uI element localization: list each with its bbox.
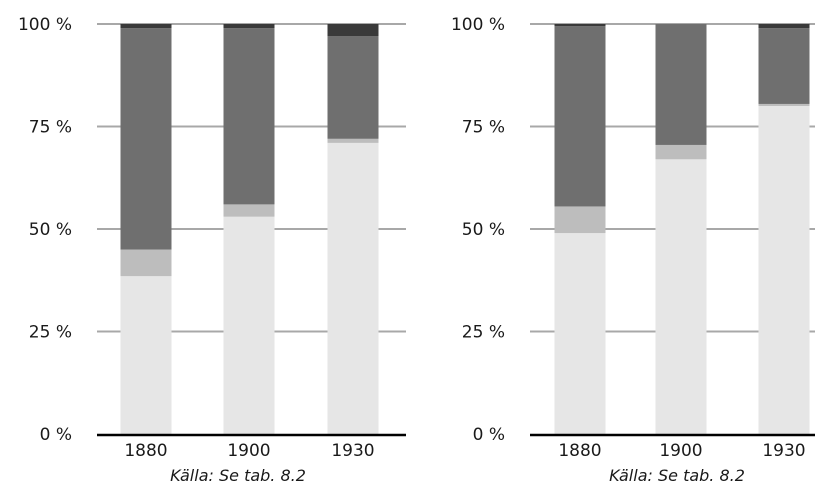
bar-segment <box>327 36 379 139</box>
bar-segment <box>554 206 606 234</box>
bar-segment <box>120 24 172 29</box>
y-tick-label: 25 % <box>29 323 72 343</box>
x-tick-label: 1880 <box>124 441 167 461</box>
bar-segment <box>223 28 275 205</box>
source-note: Källa: Se tab. 8.2 <box>609 466 745 485</box>
bar-segment <box>655 144 707 160</box>
y-tick-label: 75 % <box>462 118 505 138</box>
bar-segment <box>327 24 379 37</box>
bar-segment <box>223 204 275 217</box>
bar-segment <box>327 142 379 434</box>
chart-1: 0 % 25 % 50 % 75 % 100 % 1880 1900 1930 Källa: S… <box>18 15 406 485</box>
bar-segment <box>223 24 275 29</box>
y-tick-label: 0 % <box>40 425 72 445</box>
y-tick-label: 50 % <box>462 220 505 240</box>
bar-segment <box>758 24 810 29</box>
bar-segment <box>655 24 707 145</box>
y-tick-label: 25 % <box>462 323 505 343</box>
bar-segment <box>223 216 275 434</box>
source-note: Källa: Se tab. 8.2 <box>170 466 306 485</box>
y-tick-label: 75 % <box>29 118 72 138</box>
y-tick-label: 100 % <box>18 15 72 35</box>
bar-segment <box>758 106 810 434</box>
chart-2: 0 % 25 % 50 % 75 % 100 % 1880 1900 1930 Källa: S… <box>451 15 815 485</box>
bar-segment <box>120 276 172 434</box>
x-tick-label: 1900 <box>659 441 702 461</box>
x-tick-label: 1930 <box>331 441 374 461</box>
bar-segment <box>120 28 172 250</box>
bar-segment <box>554 24 606 27</box>
bar-segment <box>327 138 379 143</box>
bar-segment <box>554 26 606 207</box>
x-tick-label: 1930 <box>762 441 805 461</box>
x-tick-label: 1880 <box>558 441 601 461</box>
bar-segment <box>758 103 810 106</box>
bar-segment <box>554 233 606 434</box>
y-tick-label: 50 % <box>29 220 72 240</box>
x-tick-label: 1900 <box>227 441 270 461</box>
y-tick-label: 0 % <box>473 425 505 445</box>
bar-segment <box>120 249 172 277</box>
bar-segment <box>655 159 707 435</box>
y-tick-label: 100 % <box>451 15 505 35</box>
bar-segment <box>758 28 810 104</box>
